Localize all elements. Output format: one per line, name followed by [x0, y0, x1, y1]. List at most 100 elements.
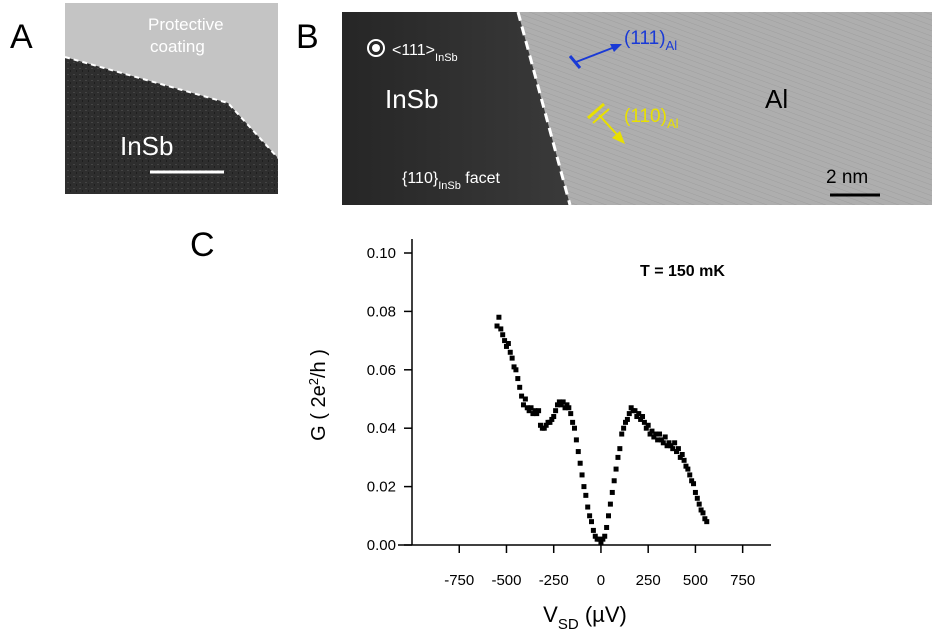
point: [570, 419, 576, 425]
point: [575, 449, 581, 455]
point: [507, 349, 513, 355]
panel-b-image: [342, 11, 932, 206]
point: [532, 408, 538, 414]
point: [537, 422, 543, 428]
plane-sub: Al: [666, 38, 678, 53]
point: [672, 440, 678, 446]
point: [496, 314, 502, 320]
point: [556, 399, 562, 405]
y-label-part: G ( 2e: [308, 385, 330, 441]
point: [619, 431, 625, 437]
y-label-part: /h ): [308, 349, 330, 378]
y-tick-label: 0.02: [367, 479, 396, 496]
point: [636, 411, 642, 417]
point: [558, 402, 564, 408]
point: [640, 414, 646, 420]
point: [534, 411, 540, 417]
point: [604, 524, 610, 530]
point: [502, 338, 508, 344]
point: [670, 446, 676, 452]
material-label: InSb: [385, 84, 439, 114]
point: [611, 478, 617, 484]
point: [520, 402, 526, 408]
direction: <111>: [392, 42, 435, 59]
point: [568, 411, 574, 417]
plane: (110): [624, 106, 667, 127]
point: [560, 399, 566, 405]
point: [623, 419, 629, 425]
y-tick-label: 0.04: [367, 420, 396, 437]
point: [624, 416, 630, 422]
point: [598, 539, 604, 545]
x-label-part: (µV): [579, 602, 627, 627]
arrow-label: (111)Al: [624, 28, 677, 53]
point: [498, 326, 504, 332]
point: [700, 510, 706, 516]
x-tick-label: -500: [491, 572, 521, 589]
arrow-label: (110)Al: [624, 106, 679, 131]
point: [519, 393, 525, 399]
point: [702, 516, 708, 522]
point: [590, 527, 596, 533]
point: [674, 449, 680, 455]
facet-label: {110}InSb facet: [402, 170, 501, 192]
panel-label: C: [190, 226, 215, 264]
point: [634, 414, 640, 420]
point: [579, 472, 585, 478]
point: [515, 376, 521, 382]
coating-label: coating: [150, 37, 205, 56]
point: [677, 454, 683, 460]
point: [655, 437, 661, 443]
plane: (111): [624, 28, 666, 49]
point: [596, 536, 602, 542]
annotation: T = 150 mK: [640, 263, 725, 280]
point: [626, 411, 632, 417]
plane-sub: Al: [667, 116, 679, 131]
point: [679, 451, 685, 457]
y-tick-label: 0.10: [367, 245, 396, 262]
point: [528, 405, 534, 411]
point: [681, 457, 687, 463]
scale-label: 2 nm: [826, 167, 868, 188]
point: [583, 492, 589, 498]
point: [645, 422, 651, 428]
point: [553, 408, 559, 414]
point: [683, 463, 689, 469]
point: [600, 536, 606, 542]
x-tick-label: 250: [636, 572, 661, 589]
point: [651, 434, 657, 440]
point: [587, 513, 593, 519]
y-label-sup: 2: [306, 378, 321, 385]
point: [694, 495, 700, 501]
point: [668, 443, 674, 449]
point: [689, 478, 695, 484]
point: [643, 425, 649, 431]
panel-label: B: [296, 18, 319, 56]
point: [662, 434, 668, 440]
point: [513, 367, 519, 373]
point: [589, 519, 594, 525]
point: [509, 355, 515, 361]
point: [602, 533, 608, 539]
point: [621, 425, 627, 431]
point: [500, 332, 506, 338]
x-label-sub: SD: [558, 616, 579, 633]
material-label: Al: [765, 84, 788, 114]
y-tick-label: 0.08: [367, 303, 396, 320]
point: [606, 513, 612, 519]
point: [692, 489, 698, 495]
point: [666, 440, 672, 446]
point: [691, 481, 697, 487]
panel-a-image: [64, 3, 279, 194]
point: [609, 489, 615, 495]
point: [660, 440, 666, 446]
y-axis-label: G ( 2e2/h ): [306, 349, 330, 441]
point: [543, 422, 549, 428]
point: [647, 431, 653, 437]
point: [581, 484, 587, 490]
point: [632, 408, 638, 414]
point: [638, 416, 644, 422]
point: [571, 425, 577, 431]
point: [503, 343, 509, 349]
direction-label: <111>InSb: [392, 42, 458, 64]
